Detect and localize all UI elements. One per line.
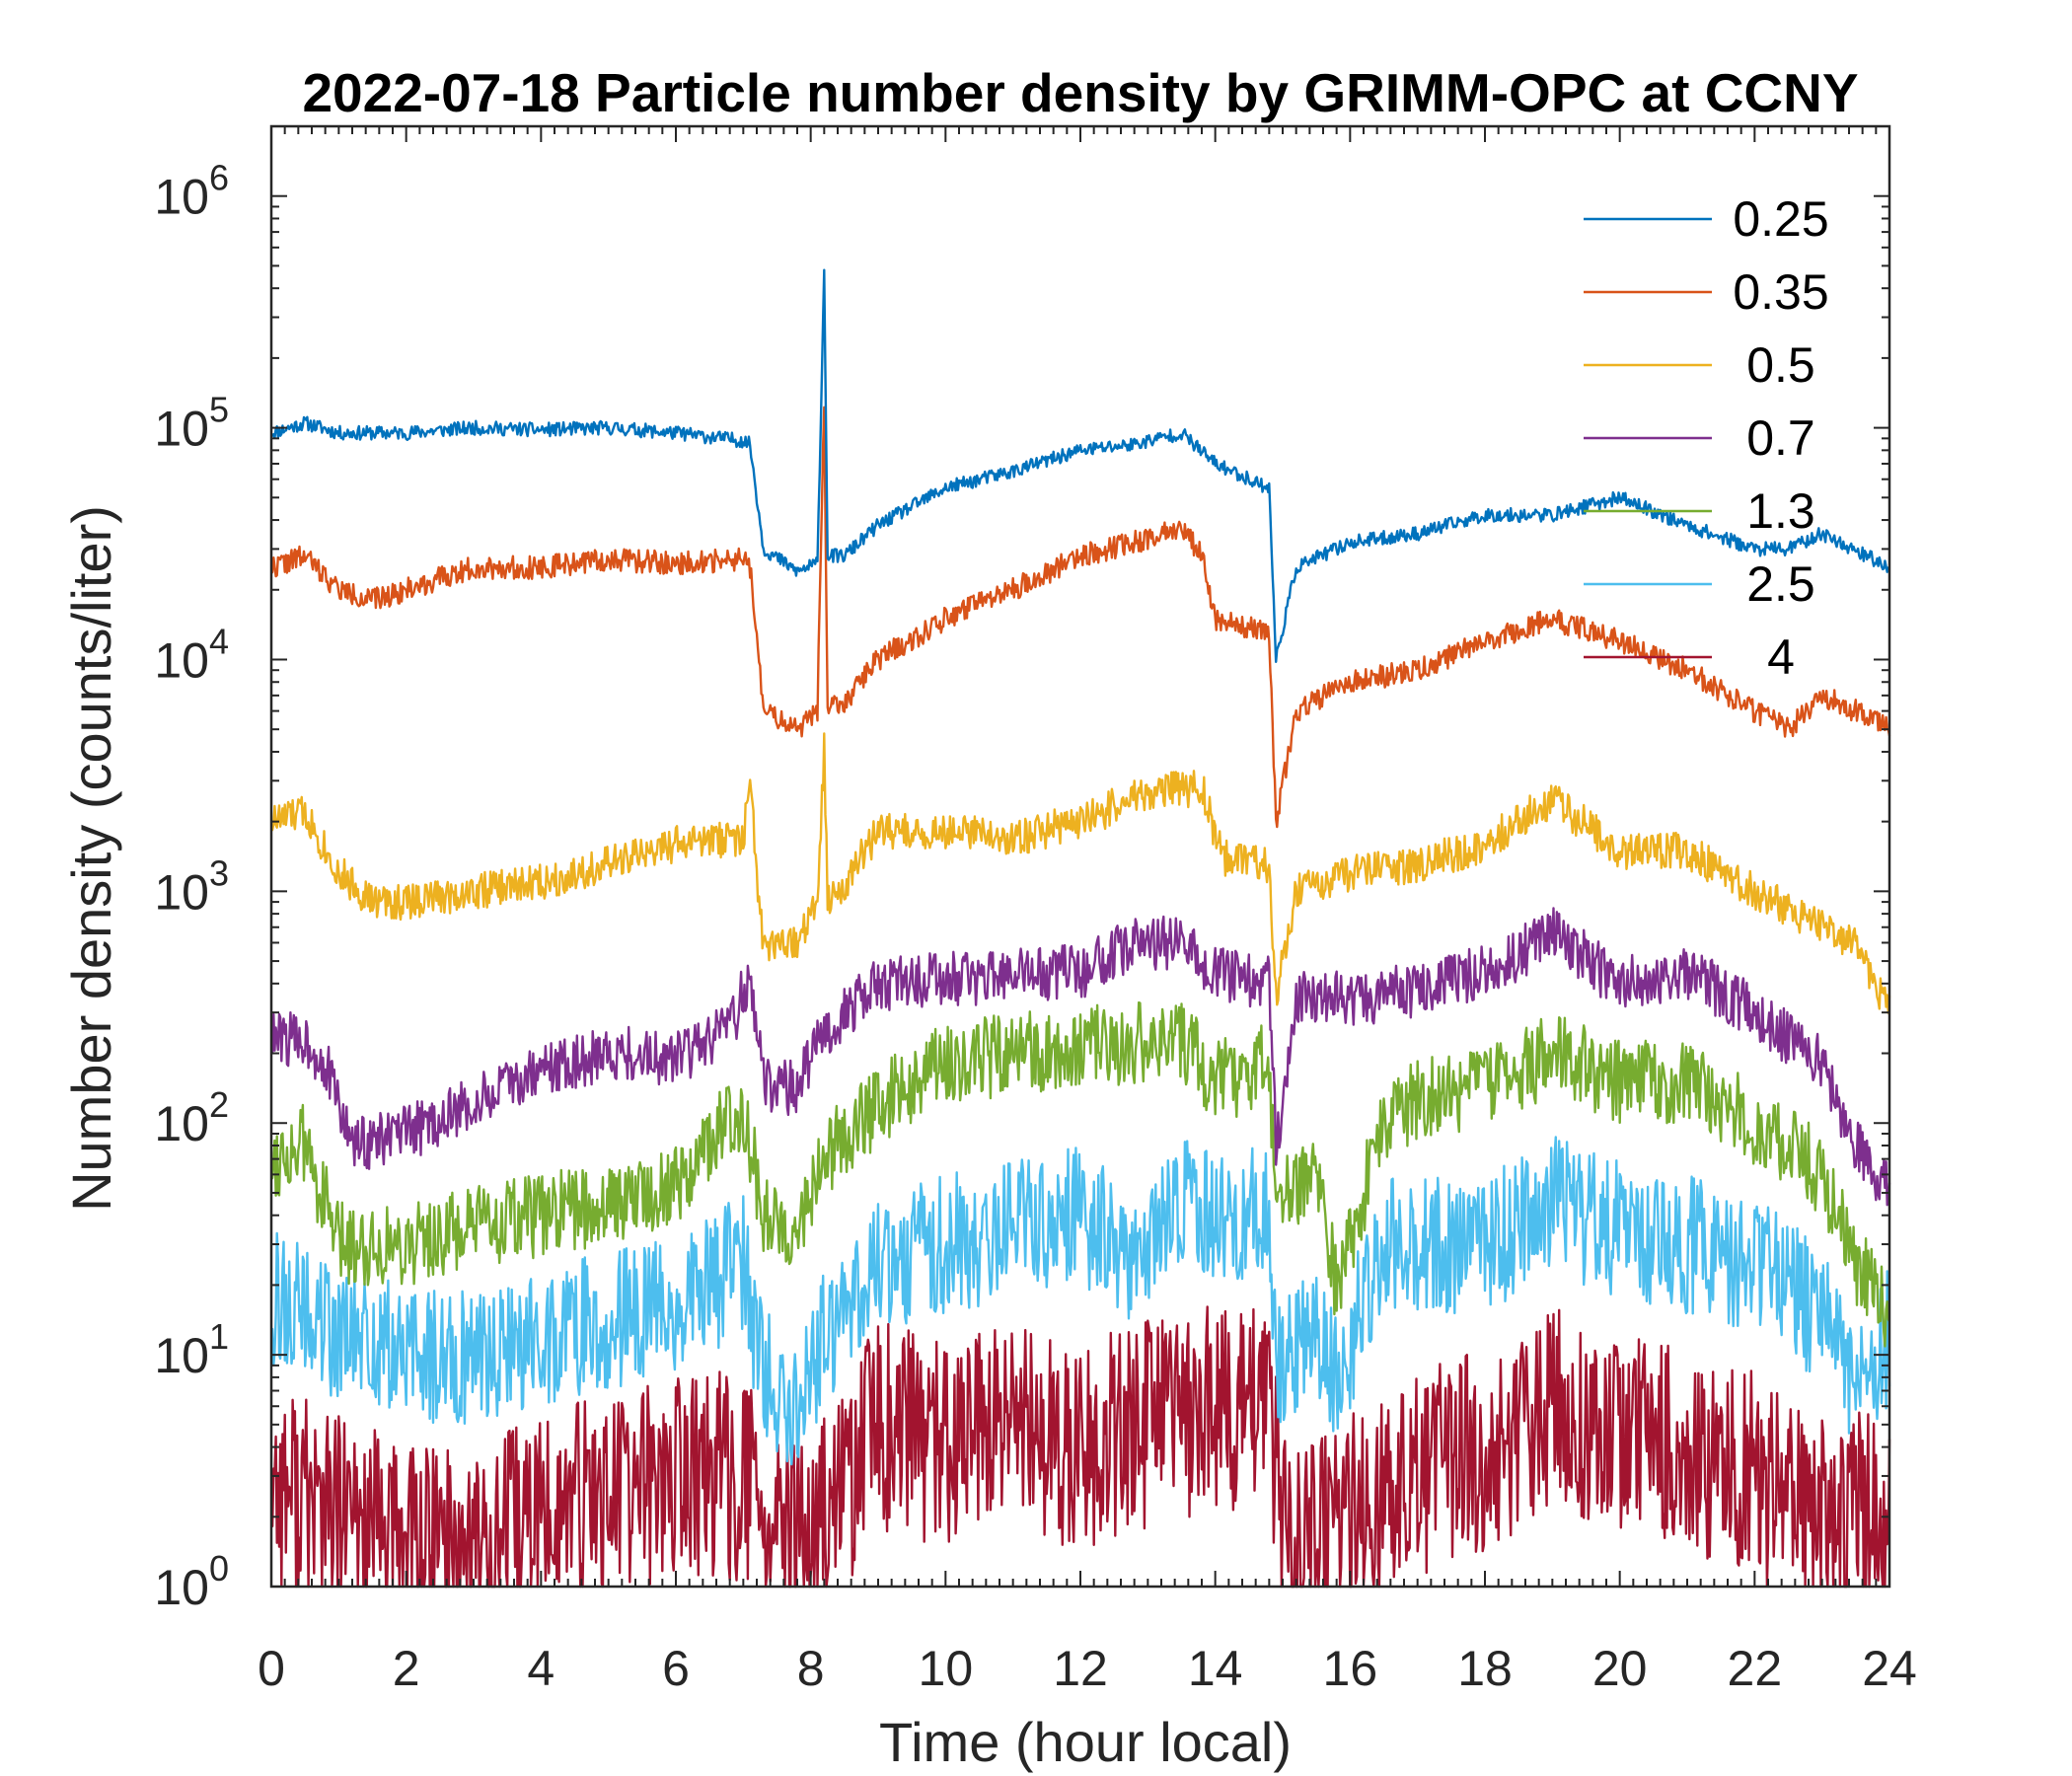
legend-label: 0.5: [1746, 337, 1815, 393]
y-tick-label: 102: [154, 1084, 229, 1151]
series-line-0-7: [270, 907, 1891, 1207]
series-line-0-25: [270, 268, 1890, 663]
y-axis-label: Number density (counts/liter): [60, 505, 122, 1212]
legend-label: 2.5: [1746, 556, 1815, 612]
legend-label: 0.25: [1733, 191, 1828, 247]
series-line-1-3: [270, 1000, 1891, 1348]
series-line-0-5: [270, 732, 1891, 1014]
legend-label: 4: [1767, 629, 1795, 685]
y-tick-label: 105: [154, 390, 229, 457]
x-tick-label: 24: [1862, 1641, 1917, 1696]
legend-label: 0.7: [1746, 410, 1815, 466]
x-tick-label: 20: [1592, 1641, 1648, 1696]
y-tick-label: 104: [154, 621, 229, 688]
x-tick-label: 22: [1728, 1641, 1783, 1696]
y-tick-label: 103: [154, 852, 229, 920]
legend-label: 1.3: [1746, 483, 1815, 539]
x-tick-label: 18: [1457, 1641, 1513, 1696]
x-tick-label: 6: [662, 1641, 690, 1696]
y-tick-label: 106: [154, 158, 229, 225]
x-tick-label: 0: [258, 1641, 285, 1696]
legend-label: 0.35: [1733, 264, 1828, 320]
y-tick-label: 101: [154, 1316, 229, 1383]
x-tick-label: 12: [1053, 1641, 1108, 1696]
x-tick-label: 10: [919, 1641, 974, 1696]
x-tick-label: 16: [1323, 1641, 1378, 1696]
series-line-4: [270, 1305, 1891, 1589]
y-tick-label: 100: [154, 1548, 229, 1615]
chart-title: 2022-07-18 Particle number density by GR…: [302, 62, 1858, 123]
series-layer: [270, 268, 1891, 1589]
x-tick-label: 8: [797, 1641, 825, 1696]
x-tick-label: 2: [393, 1641, 420, 1696]
series-line-0-35: [270, 406, 1891, 829]
axes: 0 2 4 6 8 10 12 14 16 18 20 22 241001011021031041051…: [154, 124, 1917, 1696]
legend: 0.25 0.35 0.5 0.7 1.3 2.5 4: [1584, 191, 1829, 685]
x-axis-label: Time (hour local): [879, 1711, 1292, 1773]
x-tick-label: 4: [527, 1641, 555, 1696]
x-tick-label: 14: [1188, 1641, 1243, 1696]
series-line-2-5: [270, 1136, 1891, 1466]
